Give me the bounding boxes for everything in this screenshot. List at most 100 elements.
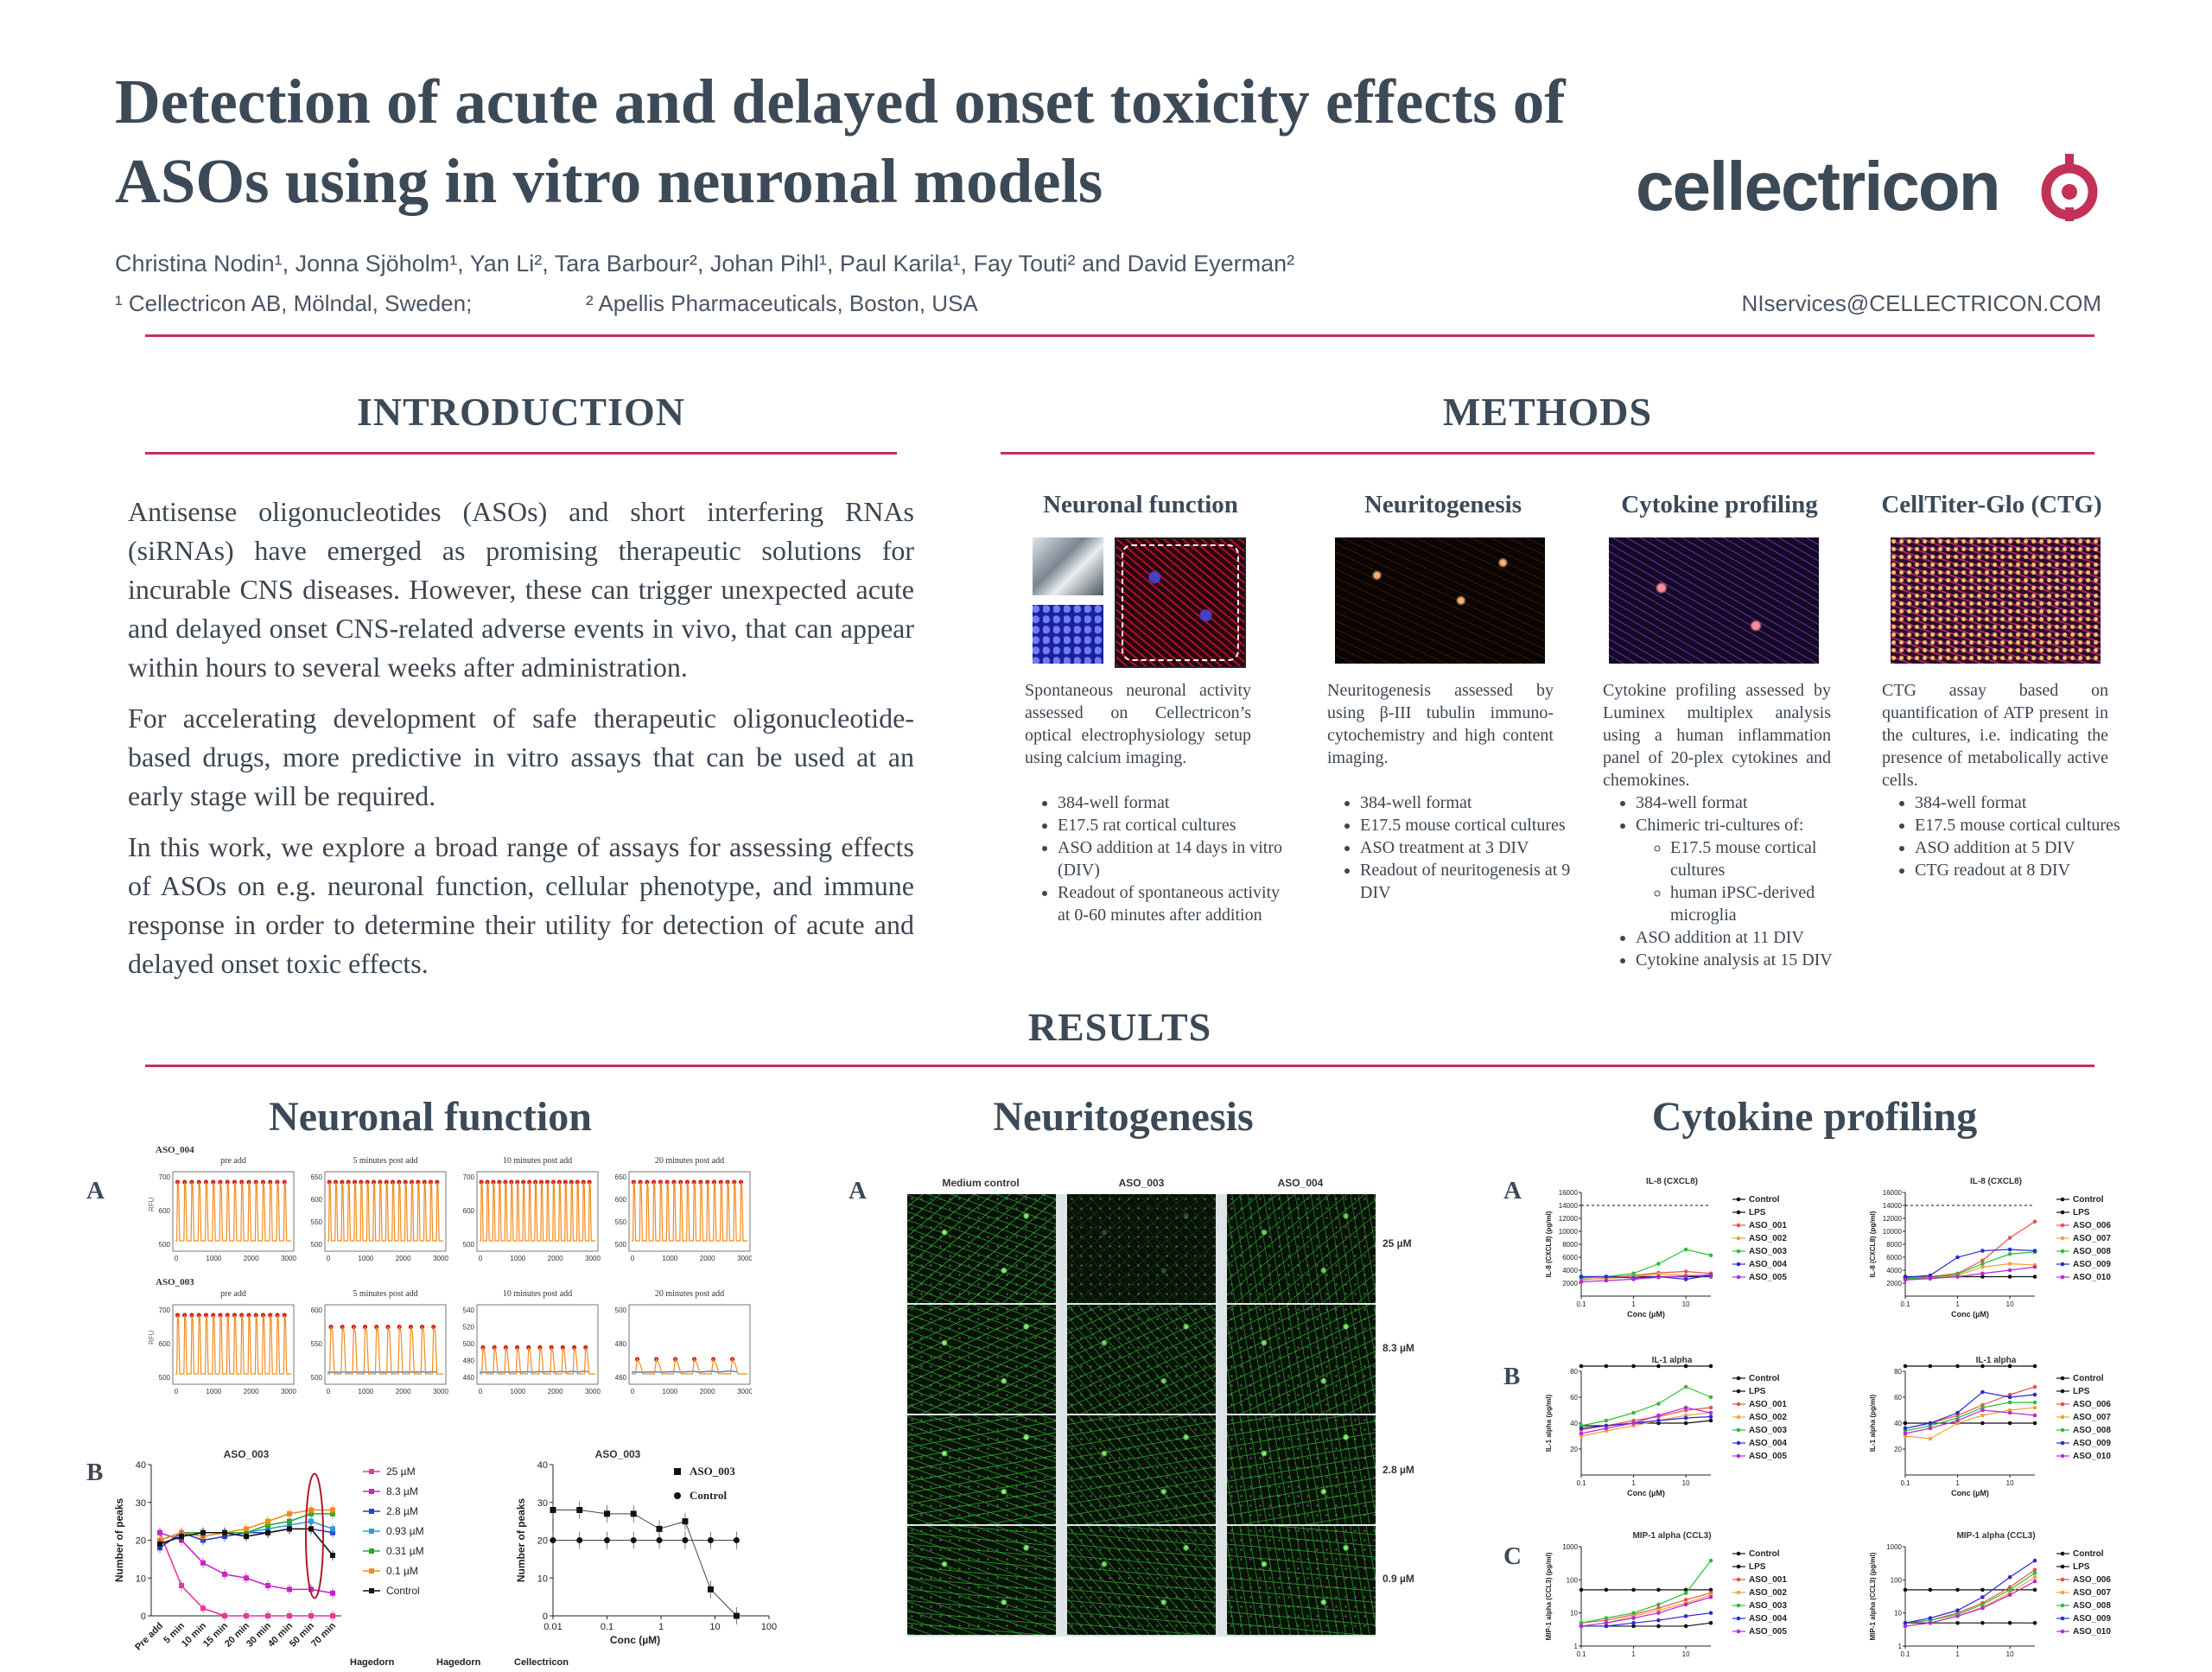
- header-divider: [145, 334, 2094, 337]
- data-point: [1980, 1262, 1985, 1266]
- trace-line: [327, 1181, 443, 1242]
- affiliation-2: ² Apellis Pharmaceuticals, Boston, USA: [586, 290, 978, 316]
- legend-label: Control: [1749, 1549, 1780, 1559]
- chart-title: ASO_003: [224, 1448, 270, 1460]
- legend-marker: [369, 1509, 374, 1514]
- neurito-conc-1: 25 µM: [1382, 1237, 1412, 1249]
- data-point: [1903, 1364, 1908, 1369]
- ytick-label: 4000: [1886, 1267, 1902, 1275]
- legend-marker: [1736, 1376, 1741, 1381]
- data-point: [1980, 1264, 1985, 1269]
- data-point: [2032, 1571, 2037, 1575]
- legend-label: ASO_001: [1749, 1400, 1787, 1409]
- trace-xtick: 2000: [548, 1255, 563, 1262]
- trace-panel-title: 10 minutes post add: [503, 1289, 572, 1299]
- data-point: [1708, 1395, 1713, 1400]
- contact-email[interactable]: NIservices@CELLECTRICON.COM: [1741, 290, 2101, 316]
- data-point: [1980, 1602, 1985, 1607]
- legend-label: Control: [2073, 1195, 2104, 1205]
- data-point: [2007, 1400, 2012, 1405]
- data-point: [682, 1518, 689, 1525]
- xtick-label: 100: [761, 1622, 777, 1632]
- ytick-label: 10: [537, 1573, 548, 1584]
- legend-label: ASO_004: [1749, 1614, 1787, 1624]
- trace-xtick: 3000: [281, 1255, 296, 1262]
- data-point: [1708, 1253, 1713, 1258]
- trace-ytick: 460: [463, 1374, 475, 1382]
- legend-marker: [2060, 1210, 2065, 1215]
- data-point: [1631, 1620, 1636, 1625]
- legend-label: ASO_003: [1749, 1247, 1787, 1256]
- legend-marker: [2060, 1590, 2065, 1595]
- legend-label: Control: [690, 1489, 727, 1502]
- data-point: [2032, 1364, 2037, 1369]
- data-point: [2032, 1413, 2037, 1418]
- data-point: [2032, 1275, 2037, 1279]
- data-point: [1579, 1587, 1584, 1593]
- well-plate-image: [1033, 605, 1103, 664]
- data-point: [1980, 1389, 1985, 1395]
- trace-xtick: 1000: [510, 1255, 525, 1262]
- data-point: [2007, 1268, 2012, 1273]
- data-point: [1980, 1408, 1985, 1413]
- legend-label: ASO_007: [2073, 1588, 2111, 1598]
- trace-ytick: 700: [463, 1173, 475, 1181]
- ytick-label: 100: [1567, 1576, 1579, 1584]
- legend-label: ASO_010: [2073, 1273, 2111, 1282]
- method-title-ctg: CellTiter-Glo (CTG): [1881, 491, 2102, 518]
- trace-ytick: 500: [311, 1241, 323, 1249]
- legend-marker: [1736, 1629, 1741, 1634]
- legend-marker: [2060, 1275, 2065, 1280]
- data-point: [1683, 1598, 1688, 1602]
- legend-marker: [1736, 1427, 1741, 1433]
- legend-label: LPS: [2073, 1562, 2090, 1572]
- neurito-micrograph: [907, 1194, 1056, 1303]
- data-point: [1631, 1421, 1636, 1426]
- data-point: [244, 1526, 249, 1532]
- data-point: [2007, 1275, 2012, 1279]
- data-point: [2007, 1574, 2012, 1580]
- legend-label: Control: [386, 1585, 420, 1597]
- affiliation-1: ¹ Cellectricon AB, Mölndal, Sweden;: [115, 290, 473, 316]
- data-point: [1928, 1426, 1933, 1431]
- data-point: [1955, 1418, 1960, 1423]
- data-point: [2032, 1384, 2037, 1389]
- data-point: [550, 1537, 556, 1543]
- xtick-label: 0.01: [543, 1622, 562, 1632]
- legend-marker: [2060, 1577, 2065, 1582]
- legend-marker: [1736, 1577, 1741, 1582]
- legend-label: ASO_001: [1749, 1575, 1787, 1585]
- ytick-label: 10: [136, 1573, 146, 1584]
- trace-ytick: 550: [311, 1218, 323, 1226]
- legend-marker: [1736, 1453, 1741, 1459]
- data-point: [265, 1529, 270, 1535]
- data-point: [1579, 1275, 1584, 1279]
- method-bullet: E17.5 mouse cortical cultures: [1360, 814, 1586, 836]
- legend-marker: [2060, 1402, 2065, 1407]
- series-line: [553, 1510, 737, 1617]
- trace-ytick: 600: [159, 1340, 171, 1348]
- data-point: [222, 1613, 227, 1618]
- il1a-chart-right: IL-1 alpha 80 60 40 20 0.1 1 10 Conc (µM) IL-1 al…: [1869, 1356, 2111, 1497]
- data-point: [1980, 1587, 1985, 1593]
- results-neurito-heading: Neuritogenesis: [993, 1094, 1254, 1140]
- legend-marker: [1736, 1236, 1741, 1241]
- results-cytokine-heading: Cytokine profiling: [1651, 1094, 1978, 1140]
- legend-label: 25 µM: [386, 1465, 416, 1478]
- title-line-1: Detection of acute and delayed onset tox…: [115, 67, 1566, 137]
- ytick-label: 20: [1570, 1446, 1578, 1453]
- data-point: [1928, 1616, 1933, 1620]
- trace-ytick: 480: [615, 1340, 627, 1348]
- legend-label: Control: [2073, 1549, 2104, 1559]
- legend-marker: [1736, 1262, 1741, 1267]
- trace-panel-title: 10 minutes post add: [503, 1156, 572, 1166]
- data-point: [308, 1526, 314, 1532]
- legend-marker: [1736, 1616, 1741, 1621]
- data-point: [1955, 1620, 1960, 1625]
- xtick-label: 1: [1631, 1300, 1636, 1308]
- legend-label: ASO_008: [2073, 1247, 2111, 1256]
- trace-xtick: 1000: [510, 1388, 525, 1395]
- y-axis-label: IL-8 (CXCL8) (pg/ml): [1869, 1211, 1877, 1277]
- ytick-label: 40: [1570, 1420, 1578, 1427]
- trace-ytick: 540: [463, 1306, 475, 1314]
